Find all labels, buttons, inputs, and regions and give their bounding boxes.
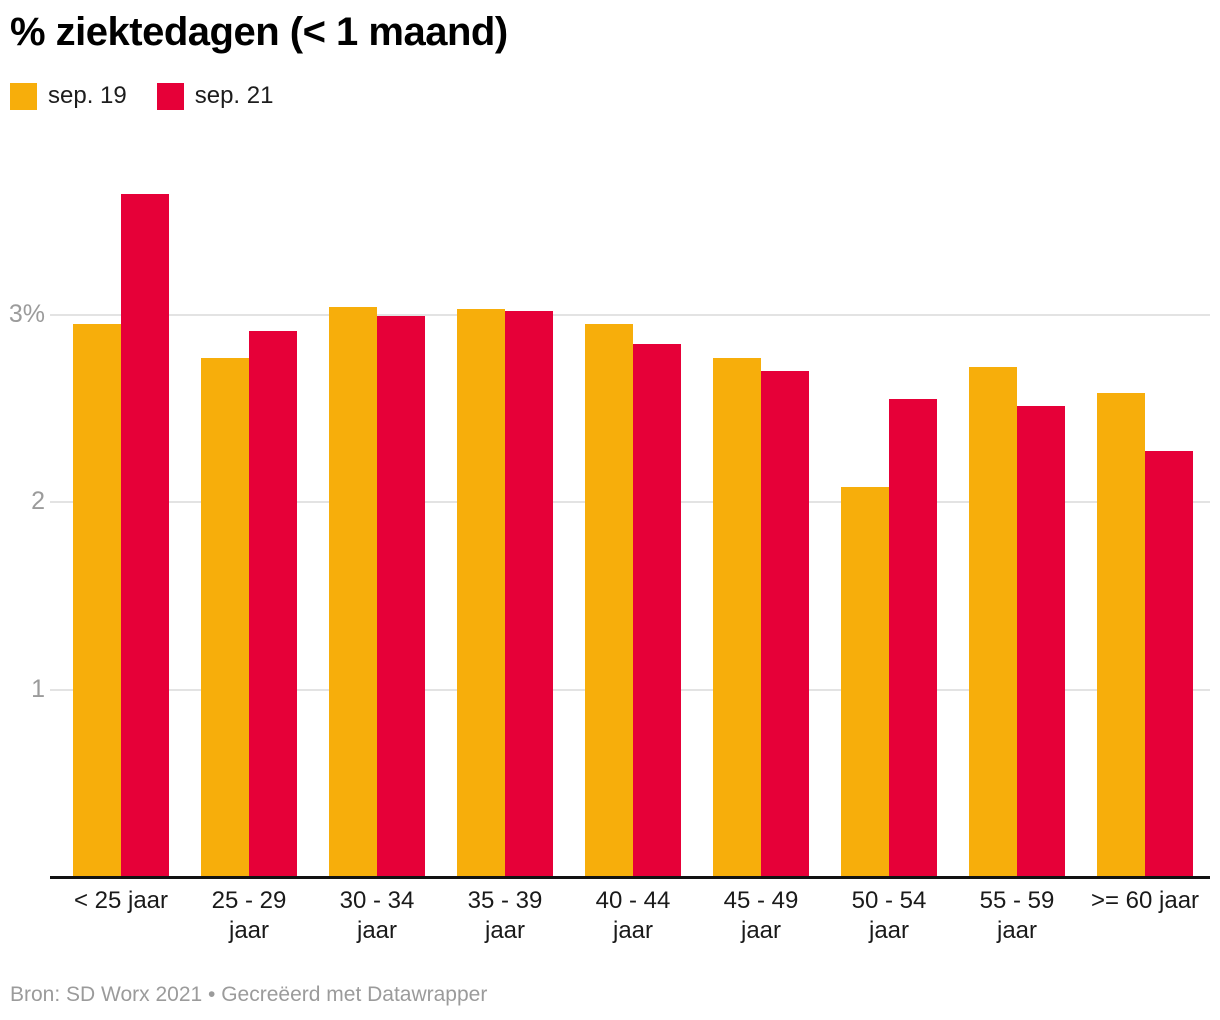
bar-sep21-5: [633, 344, 681, 877]
bar-sep19-2: [201, 358, 249, 877]
bar-sep19-7: [841, 487, 889, 877]
x-axis-label-2: 25 - 29 jaar: [211, 887, 287, 944]
x-axis-label-5: 40 - 44 jaar: [595, 887, 671, 944]
bar-sep21-7: [889, 399, 937, 877]
legend-item-sep21: sep. 21: [156, 82, 274, 110]
bar-sep19-3: [329, 307, 377, 877]
legend-item-sep19: sep. 19: [10, 82, 127, 110]
bar-sep21-3: [377, 316, 425, 877]
legend-label-sep21: sep. 21: [194, 82, 274, 109]
bar-sep21-1: [121, 194, 169, 877]
x-axis-label-7: 50 - 54 jaar: [851, 887, 927, 944]
chart-title: % ziektedagen (< 1 maand): [10, 10, 508, 54]
legend: sep. 19 sep. 21: [10, 82, 273, 110]
legend-swatch-sep19: [10, 82, 37, 110]
x-axis-label-4: 35 - 39 jaar: [467, 887, 543, 944]
bar-sep21-9: [1145, 451, 1193, 877]
bar-sep19-9: [1097, 393, 1145, 877]
y-axis-tick-3: 3%: [8, 299, 45, 328]
bar-sep21-8: [1017, 406, 1065, 877]
x-axis-label-8: 55 - 59 jaar: [979, 887, 1055, 944]
x-axis-label-1: < 25 jaar: [73, 887, 169, 914]
bar-sep19-5: [585, 324, 633, 877]
bar-sep21-2: [249, 331, 297, 877]
bar-sep21-6: [761, 371, 809, 877]
bar-sep19-8: [969, 367, 1017, 877]
legend-swatch-sep21: [156, 82, 184, 110]
x-axis-label-3: 30 - 34 jaar: [339, 887, 415, 944]
y-axis-tick-2: 2: [31, 487, 45, 515]
bar-sep19-4: [457, 309, 505, 877]
source-attribution: Bron: SD Worx 2021 • Gecreëerd met Dataw…: [10, 983, 488, 1006]
x-axis-label-9: >= 60 jaar: [1090, 887, 1200, 914]
bar-sep19-6: [713, 358, 761, 877]
x-axis-line: [50, 876, 1210, 879]
y-axis-tick-1: 1: [31, 674, 45, 703]
x-axis-label-6: 45 - 49 jaar: [723, 887, 799, 944]
bar-sep21-4: [505, 311, 553, 877]
bar-sep19-1: [73, 324, 121, 877]
gridline-3pct: [50, 313, 1210, 316]
legend-label-sep19: sep. 19: [48, 82, 127, 109]
